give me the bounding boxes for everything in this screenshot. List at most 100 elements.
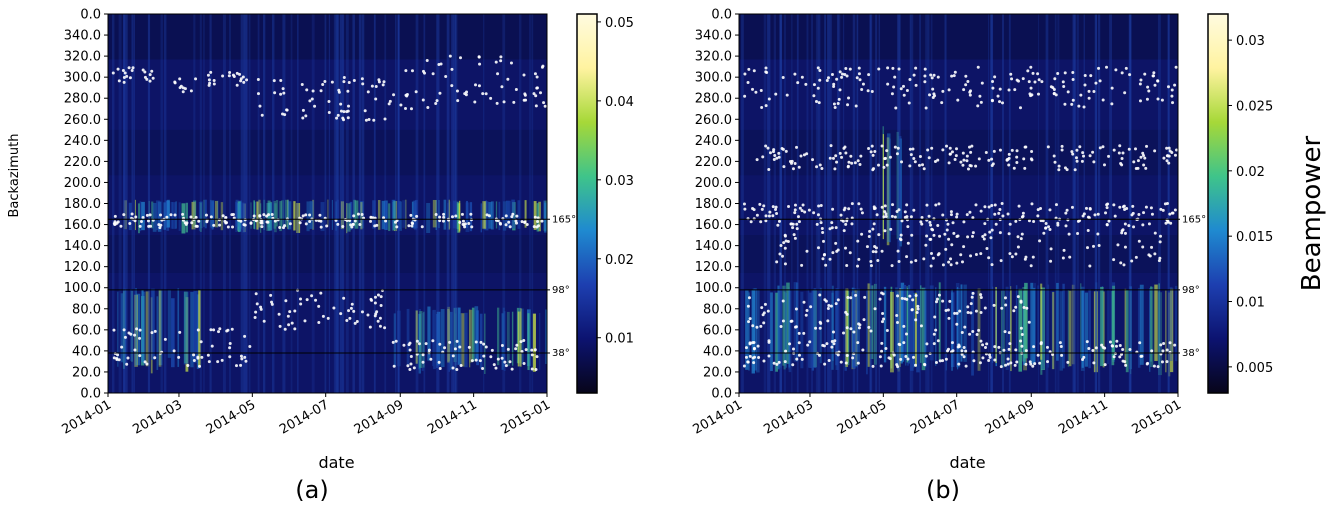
detection-point [1130,213,1134,217]
detection-point [239,219,243,223]
detection-point [467,345,471,349]
detection-point [410,69,414,73]
detection-point [777,360,781,364]
detection-point [181,212,185,216]
detection-point [123,335,127,339]
detection-point [805,249,809,253]
detection-point [950,341,954,345]
detection-point [262,319,266,323]
detection-point [116,353,120,357]
beampower-streak [819,287,822,364]
detection-point [975,333,979,337]
detection-point [853,161,857,165]
detection-point [534,367,538,371]
detection-point [133,333,137,337]
detection-point [288,222,292,226]
beampower-streak [1051,291,1055,370]
detection-point [1086,215,1090,219]
detection-point [1029,264,1033,268]
detection-point [345,219,349,223]
detection-point [950,74,954,78]
beampower-streak [768,14,771,393]
detection-point [477,55,481,59]
detection-point [1015,360,1019,364]
detection-point [1153,252,1157,256]
detection-point [1015,160,1019,164]
detection-point [481,367,485,371]
detection-point [767,354,771,358]
beampower-streak [145,291,150,367]
detection-point [481,92,485,96]
beampower-streak [785,292,787,368]
beampower-streak [911,14,914,393]
beampower-streak [1100,286,1104,367]
detection-point [983,205,987,209]
detection-point [928,93,932,97]
detection-point [197,219,201,223]
panel-label: (b) [926,476,960,504]
detection-point [751,324,755,328]
detection-point [235,83,239,87]
detection-point [964,83,968,87]
beampower-streak [897,14,900,393]
detection-point [1036,208,1040,212]
detection-point [803,210,807,214]
detection-point [1046,145,1050,149]
detection-point [1138,341,1142,345]
detection-point [958,309,962,313]
detection-point [535,355,539,359]
detection-point [767,97,771,101]
detection-point [438,219,442,223]
detection-point [1166,85,1170,89]
detection-point [991,79,995,83]
beampower-streak [454,313,457,372]
detection-point [1134,147,1138,151]
detection-point [133,219,137,223]
beampower-streak [544,202,547,233]
beampower-streak [397,14,400,393]
detection-point [1078,145,1082,149]
beampower-streak [767,14,770,393]
detection-point [906,357,910,361]
detection-point [254,292,258,296]
beampower-streak [346,203,348,234]
detection-point [293,327,297,331]
detection-point [434,212,438,216]
detection-point [886,82,890,86]
beampower-streak [342,14,345,393]
beampower-streak [869,14,873,393]
beampower-streak [171,298,175,368]
detection-point [1036,72,1040,76]
detection-point [283,327,287,331]
detection-point [256,78,260,82]
detection-point [787,205,791,209]
detection-point [920,216,924,220]
detection-point [283,113,287,117]
detection-point [256,92,260,96]
detection-point [1092,361,1096,365]
detection-point [1124,66,1128,70]
beampower-streak [506,311,510,367]
beampower-streak [837,14,841,393]
beampower-streak [275,200,279,227]
detection-point [1002,348,1006,352]
detection-point [484,92,488,96]
detection-point [871,168,875,172]
detection-point [279,79,283,83]
detection-point [814,326,818,330]
detection-point [819,221,823,225]
detection-point [1089,74,1093,78]
beampower-streak [373,14,376,393]
beampower-streak [131,14,134,393]
heatmap-panel-a: 165°98°38°0.020.040.060.080.0100.0120.01… [7,8,634,505]
detection-point [1170,94,1174,98]
detection-point [971,291,975,295]
beampower-streak [454,14,458,393]
detection-point [808,340,812,344]
detection-point [212,223,216,227]
detection-point [327,110,331,114]
beampower-streak [392,199,395,227]
detection-point [784,349,788,353]
detection-point [908,147,912,151]
beampower-streak [297,14,299,393]
